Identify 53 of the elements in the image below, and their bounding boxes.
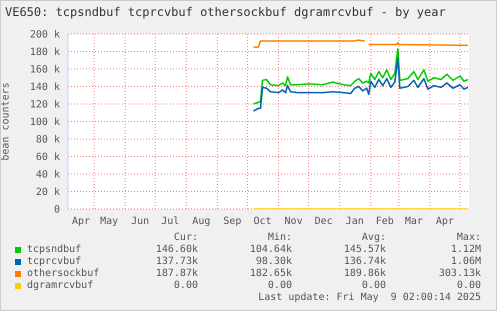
y-tick-label: 20 k bbox=[36, 187, 60, 198]
text: 146.60k bbox=[156, 244, 198, 255]
y-axis-title: bean counters bbox=[0, 82, 12, 161]
x-tick-label: Apr bbox=[436, 216, 454, 228]
x-tick-label: May bbox=[100, 216, 118, 228]
x-tick-label: Jan bbox=[346, 216, 364, 228]
text: 104.64k bbox=[250, 244, 292, 255]
x-tick-label: Sep bbox=[223, 216, 242, 228]
text: 303.13k bbox=[438, 268, 481, 279]
y-tick-label: 40 k bbox=[36, 170, 60, 181]
x-tick-label: Nov bbox=[284, 216, 303, 228]
line-series bbox=[252, 48, 469, 105]
text: Last update: Fri May 9 02:00:14 2025 bbox=[258, 292, 481, 303]
text: 1.12M bbox=[450, 244, 481, 255]
x-tick-label: Feb bbox=[376, 216, 394, 228]
x-tick-label: Oct bbox=[253, 216, 272, 228]
text: 0.00 bbox=[174, 280, 198, 291]
text: Cur: bbox=[174, 232, 198, 243]
text: 1.06M bbox=[450, 256, 481, 267]
text: Min: bbox=[268, 232, 292, 243]
y-tick-label: 100 k bbox=[30, 117, 60, 128]
text: 0.00 bbox=[456, 280, 481, 291]
y-tick-label: 80 k bbox=[36, 134, 60, 146]
y-tick-label: 180 k bbox=[30, 47, 60, 58]
y-tick-label: 200 k bbox=[30, 30, 60, 41]
legend-label: tcpsndbuf bbox=[27, 244, 82, 255]
line-series bbox=[252, 58, 469, 112]
x-tick-label: Mar bbox=[404, 216, 423, 228]
y-tick-label: 60 k bbox=[36, 152, 60, 164]
text: Avg: bbox=[362, 232, 386, 243]
y-tick-label: 160 k bbox=[30, 64, 60, 76]
text: 182.65k bbox=[250, 268, 292, 279]
x-tick-label: Jul bbox=[161, 216, 180, 228]
text: 145.57k bbox=[344, 244, 386, 255]
y-tick-label: 120 k bbox=[30, 100, 60, 111]
legend-label: othersockbuf bbox=[27, 268, 100, 279]
text: Max: bbox=[456, 232, 481, 243]
text: 189.86k bbox=[344, 268, 386, 279]
x-tick-label: Dec bbox=[314, 216, 333, 228]
text: 137.73k bbox=[156, 256, 198, 267]
text: 136.74k bbox=[344, 256, 386, 267]
text: 0.00 bbox=[268, 280, 292, 291]
chart-title: VE650: tcpsndbuf tcprcvbuf othersockbuf dgramrcvbuf - by year bbox=[5, 5, 446, 19]
x-tick-label: Jun bbox=[131, 216, 150, 228]
x-tick-label: Apr bbox=[72, 216, 90, 228]
x-tick-label: Aug bbox=[192, 216, 210, 228]
text: 187.87k bbox=[156, 268, 198, 279]
y-tick-label: 140 k bbox=[30, 82, 60, 94]
text: 98.30k bbox=[256, 256, 292, 267]
legend-label: tcprcvbuf bbox=[27, 256, 82, 267]
text: 0.00 bbox=[362, 280, 386, 291]
legend-label: dgramrcvbuf bbox=[27, 280, 94, 291]
y-tick-label: 0 bbox=[54, 204, 60, 216]
